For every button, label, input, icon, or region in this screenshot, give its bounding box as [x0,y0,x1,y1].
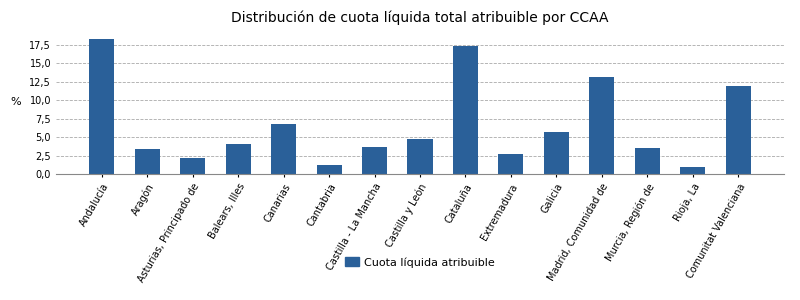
Legend: Cuota líquida atribuible: Cuota líquida atribuible [341,253,499,272]
Bar [544,132,569,174]
Bar [89,39,114,174]
Bar [498,154,523,174]
Bar [134,149,159,174]
Bar [317,165,342,174]
Bar [407,139,433,174]
Bar [590,76,614,174]
Bar [226,145,250,174]
Bar [271,124,296,174]
Bar [453,46,478,174]
Bar [726,86,751,174]
Title: Distribución de cuota líquida total atribuible por CCAA: Distribución de cuota líquida total atri… [231,10,609,25]
Y-axis label: %: % [10,97,21,107]
Bar [362,147,387,174]
Bar [180,158,205,174]
Bar [635,148,660,174]
Bar [681,167,706,174]
